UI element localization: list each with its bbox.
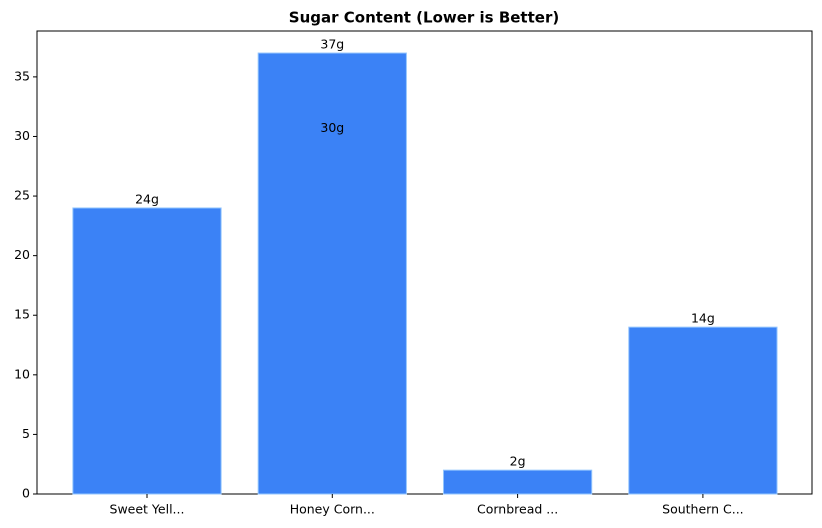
y-tick-label: 30: [14, 128, 30, 143]
y-tick-label: 25: [14, 188, 30, 203]
x-tick-label: Cornbread ...: [477, 502, 558, 517]
bar: [442, 469, 593, 495]
y-tick-label: 5: [22, 426, 30, 441]
value-label: 14g: [691, 311, 715, 326]
bar: [628, 326, 778, 495]
chart-title: Sugar Content (Lower is Better): [289, 9, 559, 27]
y-tick-label: 20: [14, 247, 30, 262]
bar: [257, 52, 407, 495]
y-tick-label: 15: [14, 307, 30, 322]
y-tick-label: 35: [14, 68, 30, 83]
x-tick-label: Sweet Yell...: [110, 502, 185, 517]
bar: [72, 207, 222, 495]
value-label: 2g: [510, 454, 526, 469]
y-tick-label: 10: [14, 366, 30, 381]
value-label: 37g: [320, 37, 344, 52]
y-tick-label: 0: [22, 486, 30, 501]
x-tick-label: Honey Corn...: [290, 502, 375, 517]
x-tick-label: Southern C...: [662, 502, 743, 517]
value-label: 24g: [135, 191, 159, 206]
annotation: 30g: [320, 120, 344, 135]
plot-frame: [36, 30, 813, 495]
